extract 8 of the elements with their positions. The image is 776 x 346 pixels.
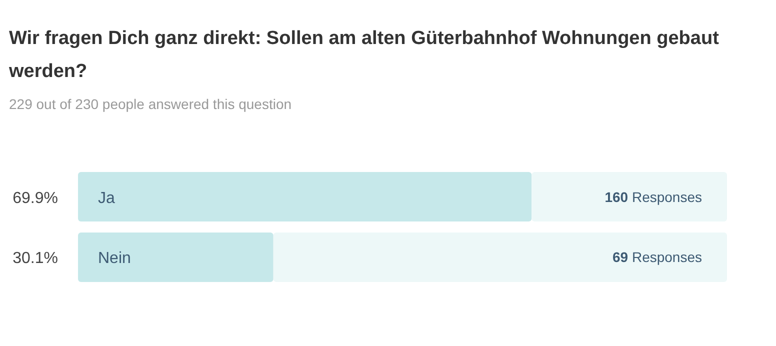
annotation: 69 Responses (612, 249, 702, 266)
chart-title: Wir fragen Dich ganz direkt: Sollen am alten Güterbahnhof Wohnungen gebaut werden? (8, 28, 720, 82)
data-label: 30.1% (12, 250, 58, 268)
chart-subtitle: 229 out of 230 people answered this question (9, 96, 292, 112)
annotation: 160 Responses (604, 188, 702, 205)
data-label: 69.9% (12, 190, 58, 207)
y-tick-label: Nein (98, 250, 131, 268)
y-tick-label: Ja (98, 190, 115, 207)
